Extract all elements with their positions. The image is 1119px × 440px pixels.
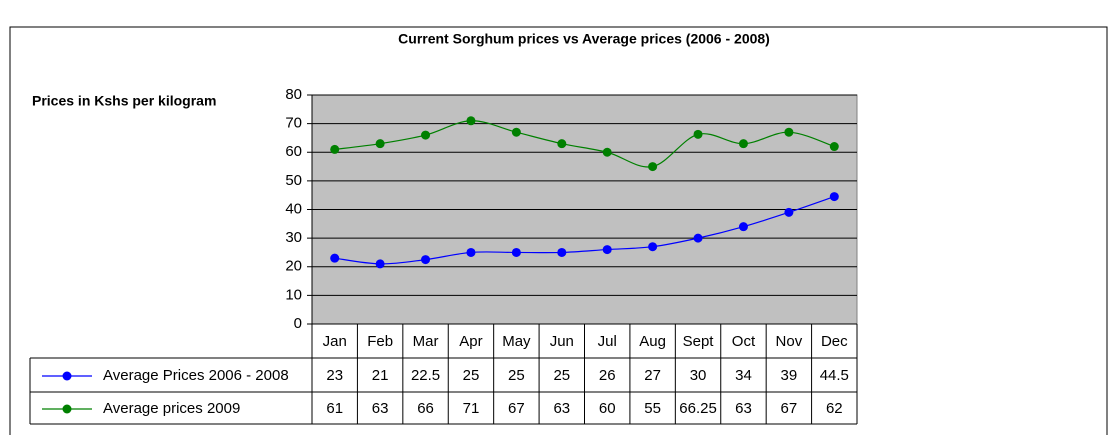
y-tick-label: 0 — [294, 315, 302, 332]
table-value: 66.25 — [679, 400, 717, 417]
table-value: 34 — [735, 367, 752, 384]
data-point — [693, 129, 703, 139]
data-point — [511, 247, 521, 257]
y-tick-label: 70 — [285, 115, 302, 132]
table-value: 25 — [508, 367, 525, 384]
chart-title: Current Sorghum prices vs Average prices… — [398, 31, 770, 47]
table-value: 61 — [326, 400, 343, 417]
legend-label: Average Prices 2006 - 2008 — [103, 367, 289, 384]
data-point — [557, 247, 567, 257]
data-point — [602, 147, 612, 157]
x-tick-label: Feb — [367, 333, 393, 350]
data-point — [829, 142, 839, 152]
table-value: 63 — [553, 400, 570, 417]
data-point — [466, 116, 476, 126]
table-value: 71 — [463, 400, 480, 417]
data-point — [375, 139, 385, 149]
x-tick-label: Jul — [598, 333, 617, 350]
legend-marker — [62, 404, 72, 414]
table-value: 23 — [326, 367, 343, 384]
table-value: 22.5 — [411, 367, 440, 384]
legend-marker — [62, 371, 72, 381]
table-value: 30 — [690, 367, 707, 384]
x-tick-label: Nov — [776, 333, 803, 350]
legend-label: Average prices 2009 — [103, 400, 240, 417]
x-tick-label: Dec — [821, 333, 848, 350]
data-point — [602, 245, 612, 255]
data-point — [511, 127, 521, 137]
table-value: 66 — [417, 400, 434, 417]
table-value: 27 — [644, 367, 661, 384]
x-tick-label: Jun — [550, 333, 574, 350]
data-point — [557, 139, 567, 149]
data-point — [330, 144, 340, 154]
y-tick-label: 30 — [285, 229, 302, 246]
data-point — [829, 192, 839, 202]
table-value: 44.5 — [820, 367, 849, 384]
y-axis-label: Prices in Kshs per kilogram — [32, 93, 216, 109]
y-tick-label: 10 — [285, 286, 302, 303]
x-tick-label: Jan — [323, 333, 347, 350]
x-tick-label: Oct — [732, 333, 756, 350]
data-point — [648, 242, 658, 252]
table-value: 21 — [372, 367, 389, 384]
y-tick-label: 50 — [285, 172, 302, 189]
table-value: 67 — [781, 400, 798, 417]
table-value: 62 — [826, 400, 843, 417]
y-tick-label: 60 — [285, 143, 302, 160]
table-value: 25 — [553, 367, 570, 384]
data-point — [421, 255, 431, 265]
data-point — [784, 207, 794, 217]
table-value: 39 — [781, 367, 798, 384]
data-point — [693, 233, 703, 243]
y-tick-label: 20 — [285, 258, 302, 275]
y-tick-label: 80 — [285, 86, 302, 103]
table-value: 63 — [372, 400, 389, 417]
x-tick-label: Apr — [459, 333, 482, 350]
data-point — [738, 139, 748, 149]
x-tick-label: Aug — [639, 333, 666, 350]
table-value: 25 — [463, 367, 480, 384]
data-point — [421, 130, 431, 140]
data-point — [648, 162, 658, 172]
data-point — [466, 247, 476, 257]
data-point — [784, 127, 794, 137]
table-value: 60 — [599, 400, 616, 417]
table-value: 55 — [644, 400, 661, 417]
x-tick-label: May — [502, 333, 531, 350]
data-point — [375, 259, 385, 269]
data-point — [330, 253, 340, 263]
y-tick-label: 40 — [285, 200, 302, 217]
data-point — [738, 222, 748, 232]
table-value: 26 — [599, 367, 616, 384]
x-tick-label: Sept — [683, 333, 715, 350]
table-value: 63 — [735, 400, 752, 417]
x-tick-label: Mar — [413, 333, 439, 350]
table-value: 67 — [508, 400, 525, 417]
